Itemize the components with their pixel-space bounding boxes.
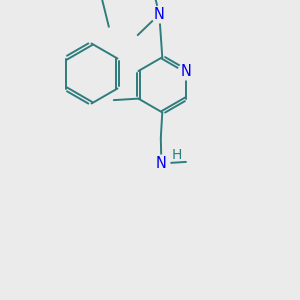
Text: N: N xyxy=(181,64,192,79)
Text: N: N xyxy=(156,156,167,171)
Text: N: N xyxy=(154,7,165,22)
Text: H: H xyxy=(172,148,182,162)
